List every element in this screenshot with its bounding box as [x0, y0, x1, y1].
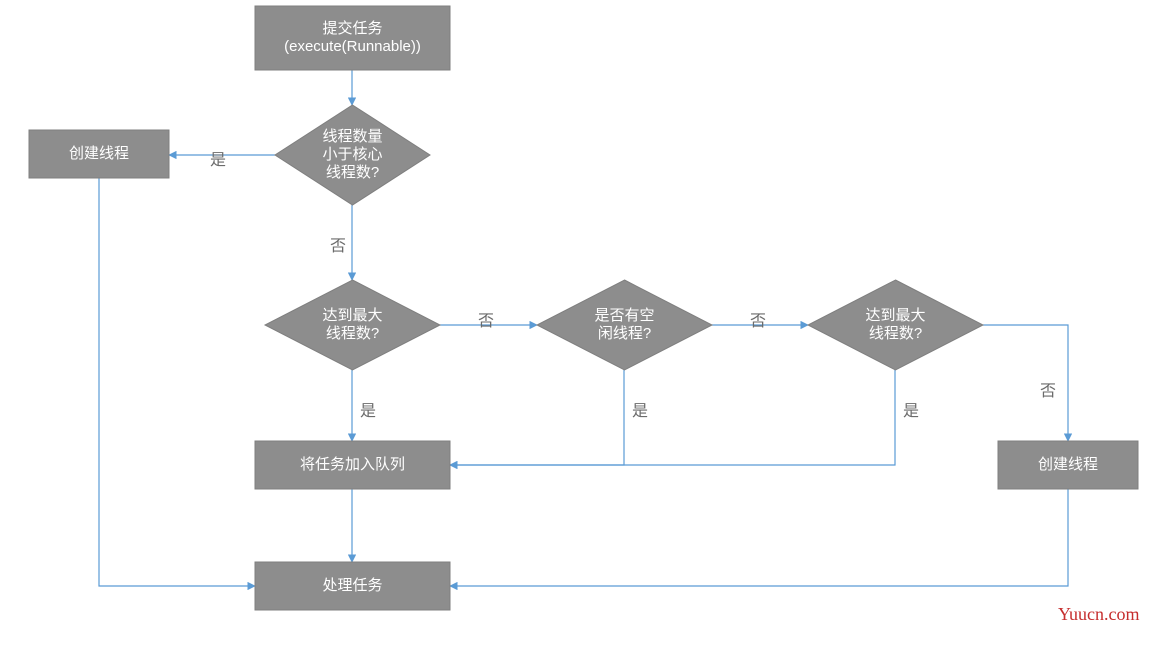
node-label: 处理任务: [322, 577, 382, 594]
node-submit: 提交任务(execute(Runnable)): [255, 6, 450, 70]
node-d2: 达到最大线程数?: [265, 280, 440, 370]
edge-label: 是: [210, 152, 226, 169]
flow-edge: [450, 370, 624, 465]
flow-edge: [450, 370, 895, 465]
node-label: 是否有空: [594, 307, 654, 324]
node-label: 线程数?: [326, 325, 379, 342]
node-label: 线程数量: [322, 128, 382, 145]
node-enqueue: 将任务加入队列: [255, 441, 450, 489]
node-d1: 线程数量小于核心线程数?: [275, 105, 430, 205]
node-d3: 是否有空闲线程?: [537, 280, 712, 370]
edge-label: 是: [903, 403, 919, 420]
edge-label: 是: [360, 403, 376, 420]
flow-edge: [99, 178, 255, 586]
watermark-text: Yuucn.com: [1058, 604, 1139, 625]
node-label: 创建线程: [1038, 456, 1098, 473]
node-label: 达到最大: [322, 307, 382, 324]
node-label: 小于核心: [322, 146, 382, 163]
node-label: 线程数?: [869, 325, 922, 342]
edge-label: 是: [632, 403, 648, 420]
edge-label: 否: [478, 313, 494, 330]
edge-label: 否: [1040, 383, 1056, 400]
node-label: 创建线程: [69, 145, 129, 162]
node-label: 提交任务: [322, 19, 382, 37]
node-create1: 创建线程: [29, 130, 169, 178]
flow-edge: [450, 489, 1068, 586]
node-create2: 创建线程: [998, 441, 1138, 489]
node-d4: 达到最大线程数?: [808, 280, 983, 370]
edge-label: 否: [750, 313, 766, 330]
node-label: 闲线程?: [598, 325, 651, 342]
edge-label: 否: [330, 238, 346, 255]
node-label: 线程数?: [326, 164, 379, 181]
node-process: 处理任务: [255, 562, 450, 610]
node-label: 将任务加入队列: [300, 456, 405, 473]
flowchart-canvas: 是否是否是否是否提交任务(execute(Runnable))创建线程线程数量小…: [0, 0, 1156, 650]
node-label: (execute(Runnable)): [284, 38, 421, 55]
node-label: 达到最大: [865, 307, 925, 324]
